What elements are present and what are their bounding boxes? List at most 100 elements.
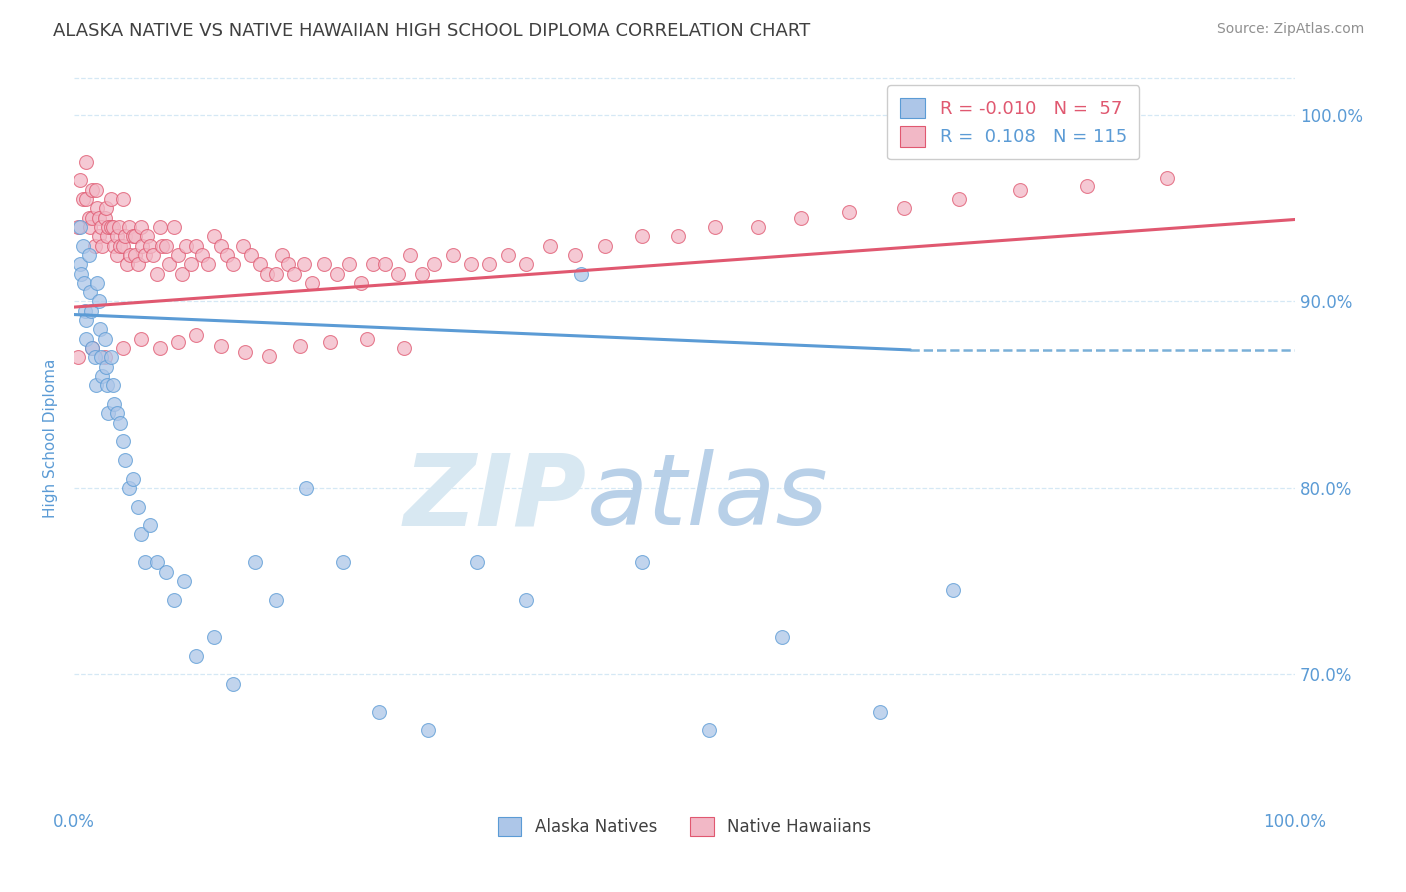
Point: [838, 205, 860, 219]
Point: [148, 341, 170, 355]
Point: [142, 248, 165, 262]
Point: [240, 248, 263, 262]
Point: [72, 238, 94, 252]
Point: [96, 229, 118, 244]
Point: [256, 267, 278, 281]
Point: [593, 238, 616, 252]
Point: [115, 257, 138, 271]
Point: [82, 341, 104, 355]
Point: [127, 257, 149, 271]
Point: [249, 257, 271, 271]
Point: [75, 313, 97, 327]
Point: [209, 238, 232, 252]
Point: [69, 219, 91, 234]
Point: [79, 219, 101, 234]
Point: [411, 267, 433, 281]
Point: [121, 229, 143, 244]
Point: [1156, 171, 1178, 186]
Y-axis label: High School Diploma: High School Diploma: [44, 359, 58, 518]
Point: [441, 248, 464, 262]
Point: [259, 349, 281, 363]
Point: [564, 248, 586, 262]
Point: [204, 630, 226, 644]
Point: [630, 229, 652, 244]
Point: [465, 556, 488, 570]
Point: [157, 257, 180, 271]
Point: [423, 257, 446, 271]
Point: [66, 219, 89, 234]
Point: [222, 676, 245, 690]
Point: [87, 211, 110, 225]
Point: [69, 257, 91, 271]
Point: [83, 351, 105, 365]
Point: [146, 267, 169, 281]
Point: [114, 229, 136, 244]
Point: [110, 238, 132, 252]
Point: [97, 219, 120, 234]
Point: [288, 339, 311, 353]
Point: [163, 592, 186, 607]
Point: [75, 332, 97, 346]
Point: [124, 229, 146, 244]
Point: [1076, 178, 1098, 193]
Point: [96, 378, 118, 392]
Point: [668, 229, 690, 244]
Point: [148, 219, 170, 234]
Point: [75, 192, 97, 206]
Point: [90, 219, 112, 234]
Point: [80, 303, 103, 318]
Point: [111, 192, 134, 206]
Point: [82, 211, 104, 225]
Point: [134, 248, 156, 262]
Point: [70, 267, 93, 281]
Point: [136, 229, 159, 244]
Point: [368, 705, 391, 719]
Point: [134, 556, 156, 570]
Point: [111, 434, 134, 449]
Point: [392, 341, 415, 355]
Point: [93, 351, 115, 365]
Point: [418, 723, 440, 738]
Point: [325, 267, 347, 281]
Point: [131, 238, 153, 252]
Point: [105, 229, 128, 244]
Point: [69, 173, 91, 187]
Point: [770, 630, 793, 644]
Point: [496, 248, 519, 262]
Point: [155, 238, 177, 252]
Point: [869, 705, 891, 719]
Point: [150, 238, 173, 252]
Point: [86, 276, 108, 290]
Point: [361, 257, 384, 271]
Point: [191, 248, 214, 262]
Point: [66, 351, 89, 365]
Point: [120, 248, 142, 262]
Point: [72, 192, 94, 206]
Point: [110, 416, 132, 430]
Point: [515, 592, 537, 607]
Point: [209, 339, 232, 353]
Legend: Alaska Natives, Native Hawaiians: Alaska Natives, Native Hawaiians: [489, 808, 880, 845]
Point: [314, 257, 336, 271]
Point: [747, 219, 769, 234]
Point: [170, 267, 193, 281]
Point: [82, 183, 104, 197]
Point: [215, 248, 238, 262]
Point: [319, 335, 342, 350]
Point: [129, 332, 152, 346]
Point: [86, 202, 108, 216]
Point: [186, 328, 208, 343]
Point: [387, 267, 409, 281]
Point: [264, 267, 287, 281]
Point: [90, 351, 112, 365]
Point: [243, 556, 266, 570]
Point: [111, 238, 134, 252]
Text: Source: ZipAtlas.com: Source: ZipAtlas.com: [1216, 22, 1364, 37]
Point: [232, 238, 254, 252]
Point: [374, 257, 396, 271]
Point: [83, 238, 105, 252]
Point: [163, 219, 186, 234]
Point: [73, 276, 96, 290]
Point: [87, 229, 110, 244]
Point: [111, 341, 134, 355]
